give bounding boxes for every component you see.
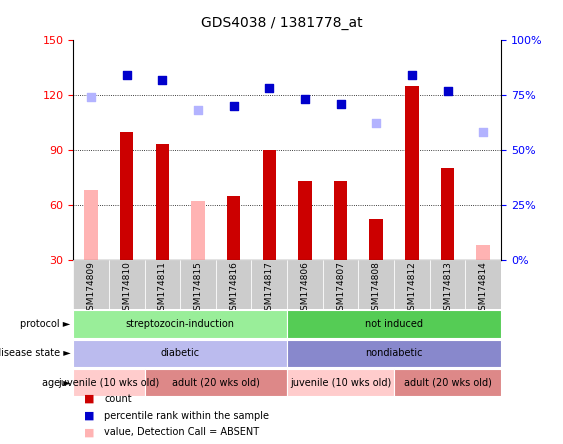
Text: GSM174811: GSM174811: [158, 261, 167, 316]
Bar: [287, 310, 501, 338]
Text: count: count: [104, 394, 132, 404]
Text: nondiabetic: nondiabetic: [365, 349, 423, 358]
Text: juvenile (10 wks old): juvenile (10 wks old): [58, 378, 159, 388]
Bar: [287, 340, 501, 367]
Text: protocol ►: protocol ►: [20, 319, 70, 329]
Point: [87, 94, 96, 101]
Point: [122, 71, 131, 79]
Text: adult (20 wks old): adult (20 wks old): [172, 378, 260, 388]
Bar: [120, 131, 133, 260]
Text: ■: ■: [84, 411, 95, 420]
Text: value, Detection Call = ABSENT: value, Detection Call = ABSENT: [104, 428, 260, 437]
Point: [479, 129, 488, 136]
Text: GSM174810: GSM174810: [122, 261, 131, 316]
Bar: [252, 260, 287, 309]
Bar: [145, 260, 180, 309]
Point: [265, 85, 274, 92]
Bar: [359, 260, 394, 309]
Text: ■: ■: [84, 394, 95, 404]
Bar: [155, 144, 169, 260]
Text: diabetic: diabetic: [160, 349, 200, 358]
Text: GSM174815: GSM174815: [194, 261, 203, 316]
Bar: [73, 340, 287, 367]
Text: adult (20 wks old): adult (20 wks old): [404, 378, 491, 388]
Bar: [84, 190, 98, 260]
Bar: [287, 260, 323, 309]
Bar: [298, 181, 312, 260]
Text: GSM174813: GSM174813: [443, 261, 452, 316]
Bar: [441, 168, 454, 260]
Text: GSM174808: GSM174808: [372, 261, 381, 316]
Text: juvenile (10 wks old): juvenile (10 wks old): [290, 378, 391, 388]
Text: GSM174809: GSM174809: [87, 261, 96, 316]
Bar: [262, 150, 276, 260]
Bar: [476, 245, 490, 260]
Bar: [394, 369, 501, 396]
Point: [158, 76, 167, 83]
Bar: [394, 260, 430, 309]
Bar: [73, 310, 287, 338]
Bar: [369, 219, 383, 260]
Text: GSM174812: GSM174812: [408, 261, 417, 316]
Text: GDS4038 / 1381778_at: GDS4038 / 1381778_at: [200, 16, 363, 30]
Text: GSM174814: GSM174814: [479, 261, 488, 316]
Text: age ►: age ►: [42, 378, 70, 388]
Bar: [227, 196, 240, 260]
Text: disease state ►: disease state ►: [0, 349, 70, 358]
Text: GSM174817: GSM174817: [265, 261, 274, 316]
Text: streptozocin-induction: streptozocin-induction: [126, 319, 235, 329]
Bar: [334, 181, 347, 260]
Point: [301, 96, 310, 103]
Text: percentile rank within the sample: percentile rank within the sample: [104, 411, 269, 420]
Bar: [145, 369, 287, 396]
Text: not induced: not induced: [365, 319, 423, 329]
Bar: [216, 260, 252, 309]
Bar: [109, 260, 145, 309]
Bar: [405, 86, 419, 260]
Bar: [73, 369, 145, 396]
Bar: [180, 260, 216, 309]
Point: [443, 87, 452, 94]
Text: ■: ■: [84, 428, 95, 437]
Bar: [191, 201, 205, 260]
Point: [372, 120, 381, 127]
Point: [229, 103, 238, 110]
Bar: [466, 260, 501, 309]
Bar: [430, 260, 466, 309]
Point: [194, 107, 203, 114]
Text: GSM174806: GSM174806: [301, 261, 310, 316]
Text: GSM174807: GSM174807: [336, 261, 345, 316]
Point: [408, 71, 417, 79]
Text: GSM174816: GSM174816: [229, 261, 238, 316]
Bar: [323, 260, 359, 309]
Bar: [73, 260, 109, 309]
Bar: [287, 369, 394, 396]
Point: [336, 100, 345, 107]
